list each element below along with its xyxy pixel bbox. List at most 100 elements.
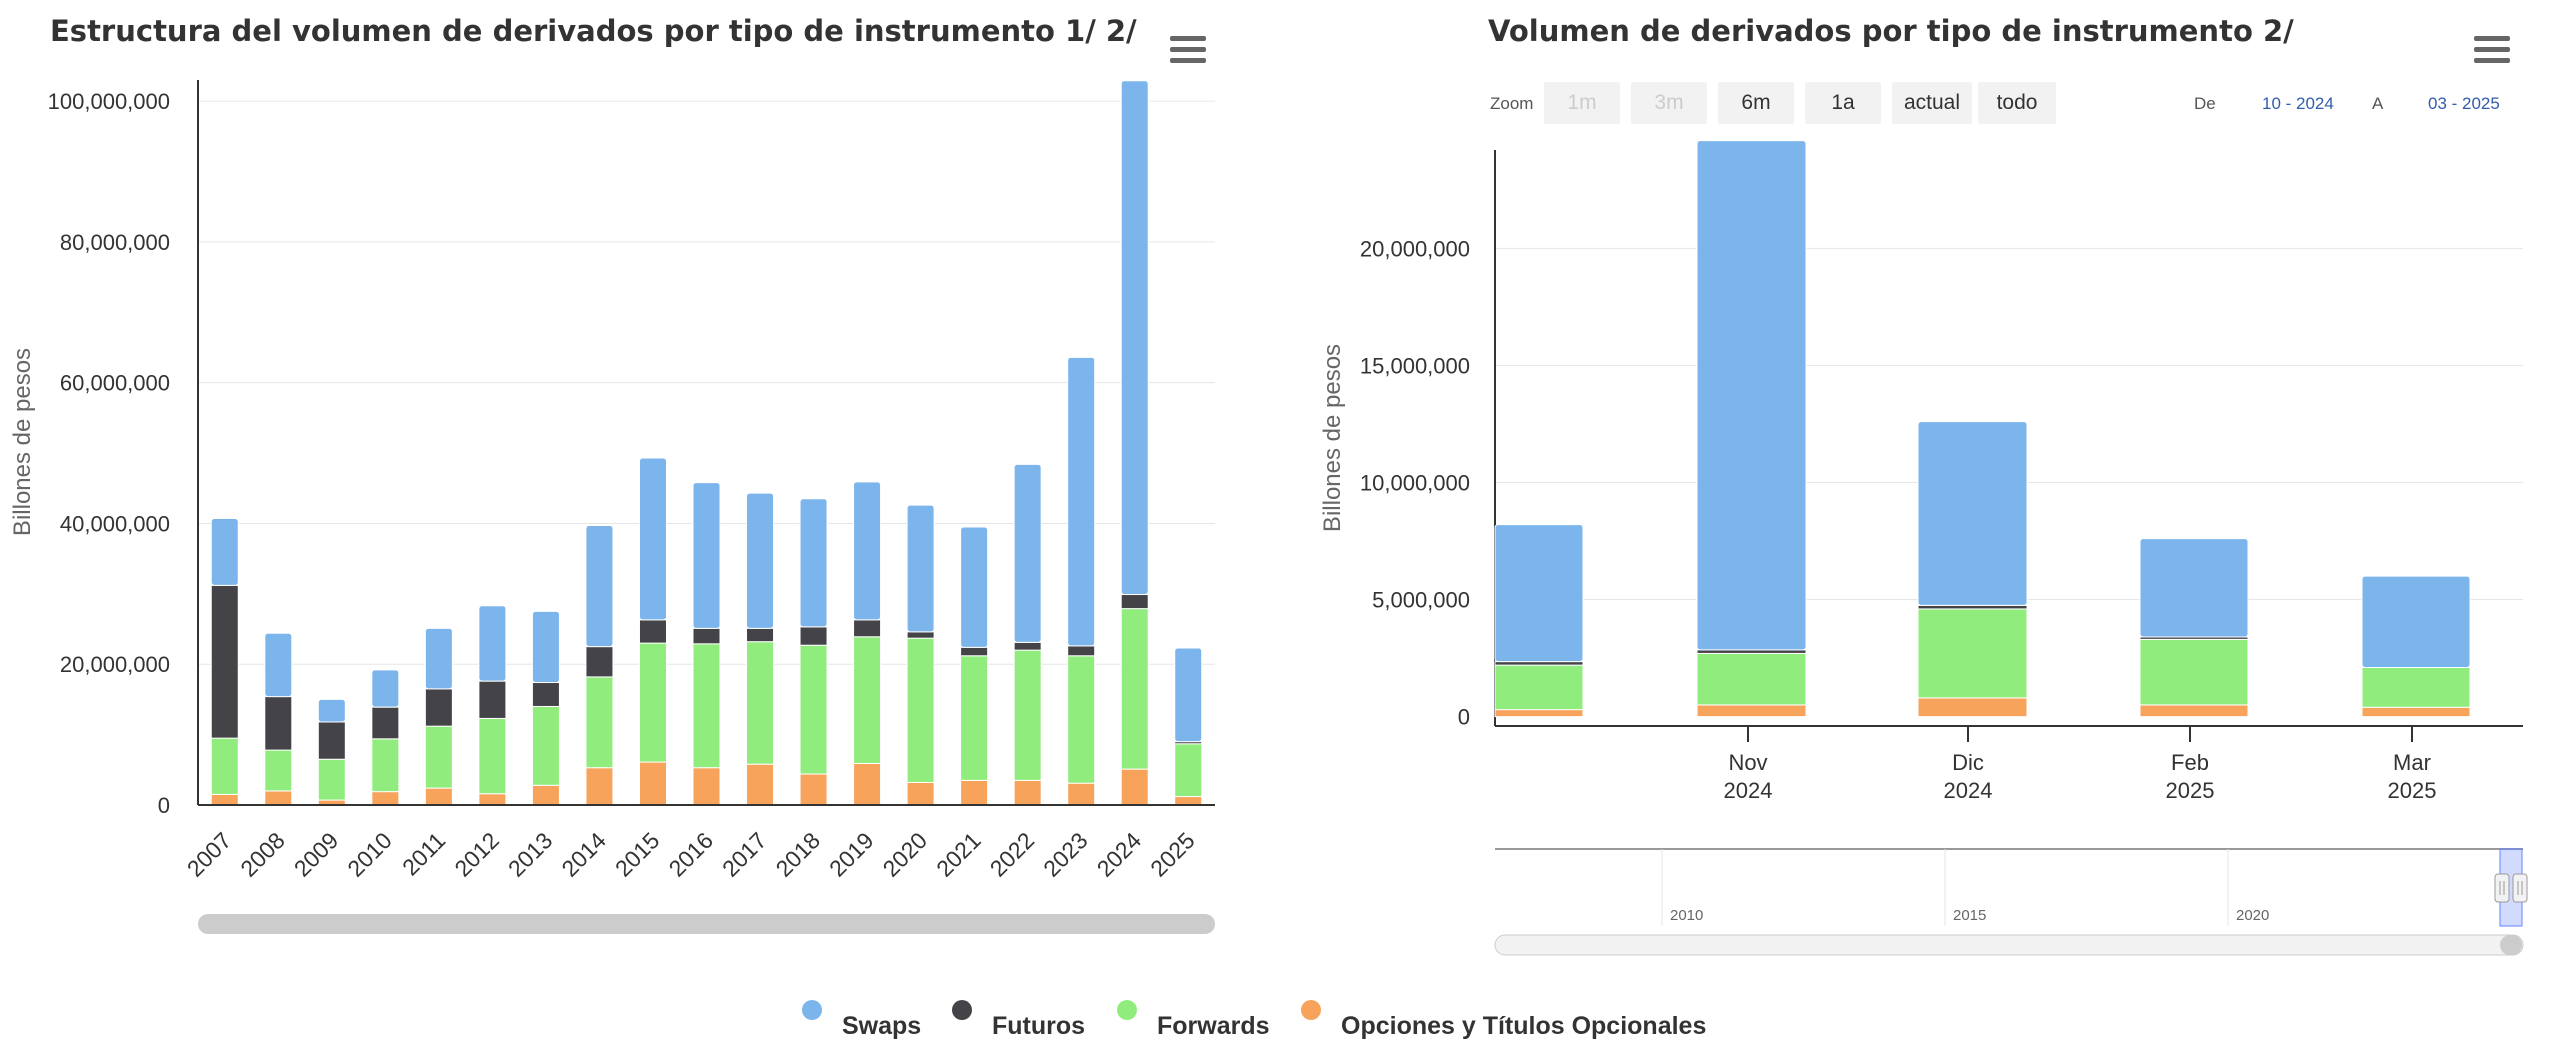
bar-segment[interactable] — [746, 492, 775, 629]
bar-segment[interactable] — [1917, 697, 2028, 718]
export-menu-icon[interactable] — [1170, 36, 1206, 66]
bar-segment[interactable] — [1067, 356, 1096, 647]
zoom-button-6m[interactable]: 6m — [1718, 82, 1794, 124]
bar-segment[interactable] — [960, 526, 989, 648]
bar-segment[interactable] — [424, 725, 453, 789]
bar-segment[interactable] — [638, 761, 667, 806]
bar-segment[interactable] — [799, 498, 828, 628]
bar-segment[interactable] — [371, 669, 400, 708]
bar-segment[interactable] — [1494, 709, 1584, 718]
bar-segment[interactable] — [799, 644, 828, 775]
bar-segment[interactable] — [1174, 796, 1203, 806]
bar-segment[interactable] — [1696, 140, 1807, 651]
bar-segment[interactable] — [2361, 706, 2471, 718]
bar-segment[interactable] — [2139, 538, 2249, 638]
bar-segment[interactable] — [692, 482, 721, 629]
bar-segment[interactable] — [210, 793, 239, 806]
bar-segment[interactable] — [478, 605, 507, 682]
bar-segment[interactable] — [210, 518, 239, 586]
bar-segment[interactable] — [478, 793, 507, 806]
bar-segment[interactable] — [1013, 463, 1042, 643]
bar-segment[interactable] — [371, 738, 400, 793]
bar-segment[interactable] — [1067, 782, 1096, 806]
zoom-button-1a[interactable]: 1a — [1805, 82, 1881, 124]
range-from-input[interactable]: 10 - 2024 — [2262, 94, 2334, 113]
bar-segment[interactable] — [853, 481, 882, 621]
bar-segment[interactable] — [531, 705, 560, 786]
bar-segment[interactable] — [1174, 647, 1203, 743]
bar-segment[interactable] — [264, 632, 293, 698]
horizontal-scrollbar[interactable] — [198, 914, 1215, 934]
bar-segment[interactable] — [585, 676, 614, 769]
bar-segment[interactable] — [478, 680, 507, 719]
bar-segment[interactable] — [1494, 664, 1584, 711]
navigator-handle[interactable] — [2512, 873, 2528, 903]
bar-segment[interactable] — [906, 504, 935, 633]
bar-segment[interactable] — [960, 646, 989, 657]
bar-segment[interactable] — [692, 643, 721, 769]
bar-segment[interactable] — [799, 773, 828, 806]
bar-segment[interactable] — [746, 763, 775, 806]
zoom-button-3m[interactable]: 3m — [1631, 82, 1707, 124]
bar-segment[interactable] — [531, 784, 560, 806]
bar-segment[interactable] — [1067, 655, 1096, 784]
bar-segment[interactable] — [1067, 645, 1096, 657]
zoom-button-todo[interactable]: todo — [1978, 82, 2056, 124]
bar-segment[interactable] — [1917, 604, 2028, 610]
navigator-scrollbar-thumb[interactable] — [2500, 935, 2522, 955]
bar-segment[interactable] — [317, 698, 346, 723]
bar-segment[interactable] — [317, 721, 346, 760]
navigator-handle[interactable] — [2494, 873, 2510, 903]
bar-segment[interactable] — [853, 636, 882, 764]
bar-segment[interactable] — [317, 758, 346, 801]
bar-segment[interactable] — [264, 696, 293, 751]
bar-segment[interactable] — [2139, 638, 2249, 706]
bar-segment[interactable] — [1120, 594, 1149, 610]
bar-segment[interactable] — [853, 762, 882, 806]
bar-segment[interactable] — [210, 584, 239, 739]
bar-segment[interactable] — [531, 682, 560, 707]
bar-segment[interactable] — [478, 717, 507, 795]
bar-segment[interactable] — [1696, 649, 1807, 654]
export-menu-icon[interactable] — [2474, 36, 2510, 66]
bar-segment[interactable] — [638, 619, 667, 644]
bar-segment[interactable] — [585, 525, 614, 648]
bar-segment[interactable] — [906, 781, 935, 806]
bar-segment[interactable] — [1494, 524, 1584, 663]
range-to-input[interactable]: 03 - 2025 — [2428, 94, 2500, 113]
bar-segment[interactable] — [210, 737, 239, 795]
bar-segment[interactable] — [799, 626, 828, 646]
bar-segment[interactable] — [638, 457, 667, 621]
bar-segment[interactable] — [2139, 704, 2249, 718]
bar-segment[interactable] — [1120, 768, 1149, 806]
bar-segment[interactable] — [692, 767, 721, 806]
bar-segment[interactable] — [638, 642, 667, 763]
bar-segment[interactable] — [371, 791, 400, 806]
bar-segment[interactable] — [424, 688, 453, 727]
bar-segment[interactable] — [371, 706, 400, 740]
bar-segment[interactable] — [2361, 666, 2471, 708]
bar-segment[interactable] — [2361, 575, 2471, 668]
bar-segment[interactable] — [1917, 608, 2028, 699]
bar-segment[interactable] — [424, 787, 453, 806]
bar-segment[interactable] — [1013, 779, 1042, 806]
zoom-button-1m[interactable]: 1m — [1544, 82, 1620, 124]
bar-segment[interactable] — [585, 646, 614, 678]
bar-segment[interactable] — [853, 619, 882, 638]
bar-segment[interactable] — [1917, 421, 2028, 606]
bar-segment[interactable] — [424, 627, 453, 690]
bar-segment[interactable] — [906, 637, 935, 783]
bar-segment[interactable] — [1120, 608, 1149, 770]
bar-segment[interactable] — [1494, 661, 1584, 666]
bar-segment[interactable] — [1696, 652, 1807, 706]
bar-segment[interactable] — [1013, 649, 1042, 781]
bar-segment[interactable] — [1174, 743, 1203, 798]
bar-segment[interactable] — [264, 749, 293, 792]
bar-segment[interactable] — [1013, 641, 1042, 651]
bar-segment[interactable] — [692, 627, 721, 645]
bar-segment[interactable] — [906, 631, 935, 639]
bar-segment[interactable] — [746, 627, 775, 643]
bar-segment[interactable] — [531, 610, 560, 684]
bar-segment[interactable] — [1696, 704, 1807, 718]
bar-segment[interactable] — [746, 641, 775, 765]
